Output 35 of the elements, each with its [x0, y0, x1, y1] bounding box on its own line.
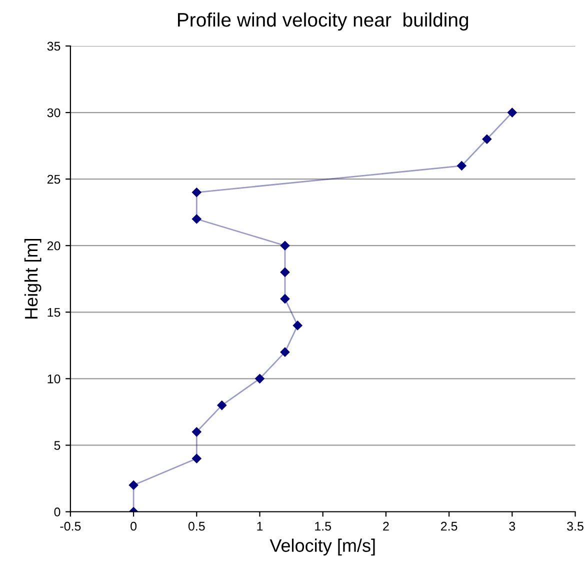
point — [192, 454, 202, 464]
point — [482, 134, 492, 144]
x-tick-label: 0.5 — [188, 522, 205, 531]
x-tick-label: 3 — [509, 522, 516, 531]
point — [255, 374, 264, 384]
point — [217, 400, 227, 410]
x-axis-title: Velocity [m/s] — [270, 538, 375, 556]
point — [192, 427, 202, 437]
x-tick-label: 0 — [130, 522, 137, 531]
x-tick-label: 1 — [257, 522, 263, 531]
x-tick-label: 3.5 — [567, 522, 584, 531]
chart-title: Profile wind velocity near building — [178, 12, 468, 31]
x-tick-label: -0.5 — [60, 522, 81, 531]
y-tick-label: 0 — [54, 508, 60, 516]
point — [128, 480, 138, 490]
point — [280, 347, 290, 357]
point — [280, 268, 290, 277]
x-tick-label: 1.5 — [315, 522, 332, 531]
y-tick-label: 15 — [48, 308, 60, 317]
y-tick-label: 20 — [47, 241, 60, 250]
y-tick-label: 35 — [47, 42, 60, 51]
y-tick-label: 10 — [48, 374, 60, 384]
point — [192, 214, 202, 224]
point — [280, 294, 290, 304]
point — [508, 108, 517, 118]
point — [457, 161, 466, 170]
x-tick-label: 2.5 — [440, 522, 458, 531]
y-tick-label: 25 — [47, 174, 60, 184]
y-tick-label: 5 — [54, 441, 60, 450]
x-tick-label: 2 — [383, 522, 389, 531]
point — [292, 320, 302, 330]
point — [192, 188, 202, 198]
y-tick-label: 30 — [47, 108, 60, 118]
y-axis-title: Height [m] — [24, 239, 42, 319]
point — [280, 240, 290, 250]
